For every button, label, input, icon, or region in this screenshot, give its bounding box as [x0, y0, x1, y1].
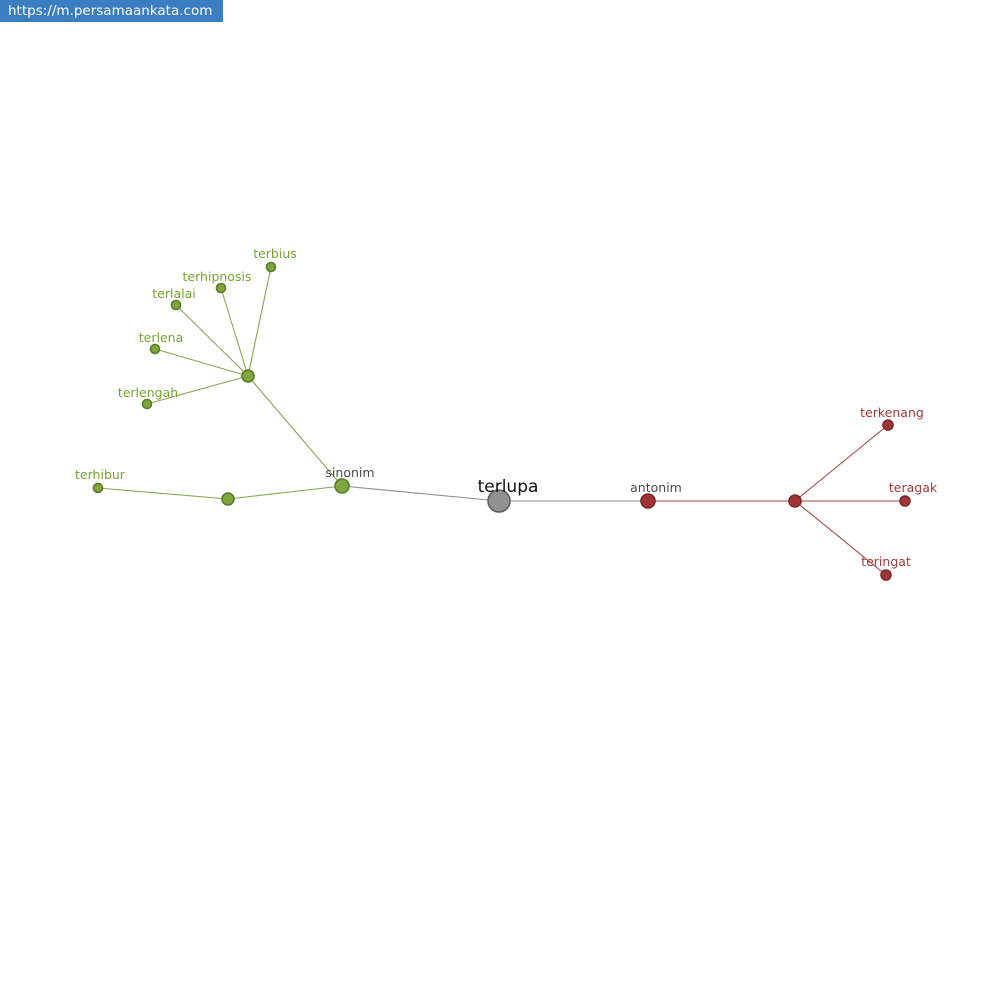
node-terkenang[interactable]	[882, 419, 894, 431]
node-teringat[interactable]	[880, 569, 892, 581]
label-terkenang[interactable]: terkenang	[860, 405, 924, 420]
node-terhibur[interactable]	[92, 482, 104, 494]
edge-syn-junction-2-terhibur	[97, 487, 229, 500]
node-terlupa[interactable]	[487, 489, 511, 513]
node-terlena[interactable]	[149, 343, 161, 355]
node-terhipnosis[interactable]	[215, 282, 227, 294]
edge-sinonim-syn-junction-2	[227, 485, 343, 500]
node-antonim[interactable]	[640, 493, 656, 509]
node-terbius[interactable]	[265, 261, 277, 273]
node-syn-junction-1	[241, 369, 255, 383]
label-terlupa[interactable]: terlupa	[478, 477, 539, 497]
edge-sinonim-terlupa	[341, 485, 500, 502]
url-badge[interactable]: https://m.persamaankata.com	[0, 0, 224, 22]
node-ant-junction-1	[788, 494, 802, 508]
node-sinonim[interactable]	[334, 478, 350, 494]
node-teragak[interactable]	[899, 495, 911, 507]
edge-syn-junction-1-terhipnosis	[220, 287, 249, 377]
label-teragak[interactable]: teragak	[889, 480, 938, 495]
label-terlengah[interactable]: terlengah	[118, 385, 178, 400]
edge-syn-junction-1-terlalai	[175, 304, 249, 377]
node-terlalai[interactable]	[170, 299, 182, 311]
node-terlengah[interactable]	[141, 398, 153, 410]
node-syn-junction-2	[221, 492, 235, 506]
label-antonim[interactable]: antonim	[630, 480, 682, 495]
edge-syn-junction-1-terbius	[247, 266, 272, 377]
edge-sinonim-syn-junction-1	[247, 375, 343, 487]
label-terlalai[interactable]: terlalai	[152, 286, 195, 301]
label-sinonim[interactable]: sinonim	[325, 465, 374, 480]
edge-syn-junction-1-terlengah	[146, 375, 249, 405]
edge-ant-junction-1-teringat	[794, 500, 887, 576]
label-teringat[interactable]: teringat	[861, 554, 911, 569]
label-terbius[interactable]: terbius	[253, 246, 297, 261]
label-terlena[interactable]: terlena	[139, 330, 183, 345]
label-terhibur[interactable]: terhibur	[75, 467, 126, 482]
edge-ant-junction-1-terkenang	[794, 424, 889, 502]
label-terhipnosis[interactable]: terhipnosis	[183, 269, 252, 284]
edge-syn-junction-1-terlena	[154, 348, 249, 377]
